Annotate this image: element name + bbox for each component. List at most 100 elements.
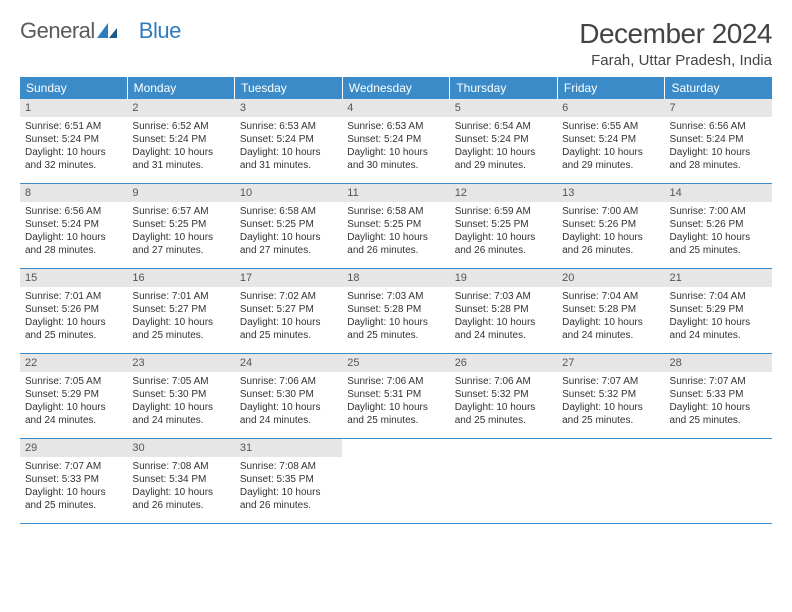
day-cell: 3Sunrise: 6:53 AMSunset: 5:24 PMDaylight… <box>235 99 342 183</box>
day-line-sr: Sunrise: 6:56 AM <box>25 205 122 218</box>
day-line-d1: Daylight: 10 hours <box>347 231 444 244</box>
day-line-d1: Daylight: 10 hours <box>347 401 444 414</box>
day-line-ss: Sunset: 5:24 PM <box>25 133 122 146</box>
weekday-header: Monday <box>128 77 236 99</box>
day-line-d1: Daylight: 10 hours <box>347 316 444 329</box>
day-cell: . <box>665 439 772 523</box>
day-number: 6 <box>557 99 664 117</box>
day-number: 14 <box>665 184 772 202</box>
day-number: 27 <box>557 354 664 372</box>
day-line-sr: Sunrise: 6:58 AM <box>347 205 444 218</box>
day-cell: 21Sunrise: 7:04 AMSunset: 5:29 PMDayligh… <box>665 269 772 353</box>
day-body: Sunrise: 7:07 AMSunset: 5:33 PMDaylight:… <box>20 457 127 516</box>
day-number: 21 <box>665 269 772 287</box>
day-number: 20 <box>557 269 664 287</box>
day-body: Sunrise: 6:59 AMSunset: 5:25 PMDaylight:… <box>450 202 557 261</box>
weekday-header-row: SundayMondayTuesdayWednesdayThursdayFrid… <box>20 77 772 99</box>
day-line-sr: Sunrise: 6:51 AM <box>25 120 122 133</box>
day-cell: 2Sunrise: 6:52 AMSunset: 5:24 PMDaylight… <box>127 99 234 183</box>
day-number: 31 <box>235 439 342 457</box>
day-line-ss: Sunset: 5:26 PM <box>670 218 767 231</box>
day-line-ss: Sunset: 5:32 PM <box>562 388 659 401</box>
day-cell: 22Sunrise: 7:05 AMSunset: 5:29 PMDayligh… <box>20 354 127 438</box>
day-line-sr: Sunrise: 7:08 AM <box>132 460 229 473</box>
day-body: Sunrise: 7:00 AMSunset: 5:26 PMDaylight:… <box>665 202 772 261</box>
day-number: 29 <box>20 439 127 457</box>
day-line-d2: and 27 minutes. <box>240 244 337 257</box>
day-number: 25 <box>342 354 449 372</box>
day-number: 3 <box>235 99 342 117</box>
day-line-d2: and 32 minutes. <box>25 159 122 172</box>
day-line-ss: Sunset: 5:24 PM <box>562 133 659 146</box>
day-line-d2: and 30 minutes. <box>347 159 444 172</box>
day-cell: 6Sunrise: 6:55 AMSunset: 5:24 PMDaylight… <box>557 99 664 183</box>
day-line-sr: Sunrise: 6:56 AM <box>670 120 767 133</box>
day-line-d1: Daylight: 10 hours <box>25 231 122 244</box>
day-line-d1: Daylight: 10 hours <box>562 316 659 329</box>
day-cell: 5Sunrise: 6:54 AMSunset: 5:24 PMDaylight… <box>450 99 557 183</box>
day-body: Sunrise: 6:51 AMSunset: 5:24 PMDaylight:… <box>20 117 127 176</box>
day-line-d2: and 31 minutes. <box>240 159 337 172</box>
day-line-sr: Sunrise: 6:58 AM <box>240 205 337 218</box>
day-line-ss: Sunset: 5:33 PM <box>670 388 767 401</box>
header: General Blue December 2024 Farah, Uttar … <box>20 18 772 69</box>
day-line-ss: Sunset: 5:28 PM <box>347 303 444 316</box>
day-line-d1: Daylight: 10 hours <box>670 146 767 159</box>
weekday-header: Tuesday <box>235 77 343 99</box>
day-number: 19 <box>450 269 557 287</box>
day-cell: 9Sunrise: 6:57 AMSunset: 5:25 PMDaylight… <box>127 184 234 268</box>
day-line-d1: Daylight: 10 hours <box>240 316 337 329</box>
day-line-sr: Sunrise: 6:52 AM <box>132 120 229 133</box>
day-line-d2: and 26 minutes. <box>240 499 337 512</box>
day-cell: 29Sunrise: 7:07 AMSunset: 5:33 PMDayligh… <box>20 439 127 523</box>
day-cell: . <box>450 439 557 523</box>
day-line-d2: and 28 minutes. <box>25 244 122 257</box>
day-number: 12 <box>450 184 557 202</box>
weekday-header: Wednesday <box>343 77 451 99</box>
day-body: Sunrise: 7:07 AMSunset: 5:32 PMDaylight:… <box>557 372 664 431</box>
day-line-sr: Sunrise: 7:02 AM <box>240 290 337 303</box>
day-line-sr: Sunrise: 7:05 AM <box>25 375 122 388</box>
day-line-d1: Daylight: 10 hours <box>25 401 122 414</box>
day-line-d2: and 25 minutes. <box>132 329 229 342</box>
day-number: 17 <box>235 269 342 287</box>
day-number: 4 <box>342 99 449 117</box>
day-cell: 31Sunrise: 7:08 AMSunset: 5:35 PMDayligh… <box>235 439 342 523</box>
day-line-ss: Sunset: 5:26 PM <box>25 303 122 316</box>
day-cell: . <box>342 439 449 523</box>
day-line-sr: Sunrise: 7:04 AM <box>670 290 767 303</box>
day-line-d1: Daylight: 10 hours <box>240 401 337 414</box>
day-line-ss: Sunset: 5:35 PM <box>240 473 337 486</box>
day-body: Sunrise: 7:07 AMSunset: 5:33 PMDaylight:… <box>665 372 772 431</box>
day-line-sr: Sunrise: 6:53 AM <box>240 120 337 133</box>
day-line-d1: Daylight: 10 hours <box>240 146 337 159</box>
day-number: 15 <box>20 269 127 287</box>
day-cell: 23Sunrise: 7:05 AMSunset: 5:30 PMDayligh… <box>127 354 234 438</box>
day-cell: 18Sunrise: 7:03 AMSunset: 5:28 PMDayligh… <box>342 269 449 353</box>
day-body: Sunrise: 6:58 AMSunset: 5:25 PMDaylight:… <box>342 202 449 261</box>
day-line-ss: Sunset: 5:24 PM <box>670 133 767 146</box>
day-line-d2: and 26 minutes. <box>455 244 552 257</box>
day-line-ss: Sunset: 5:27 PM <box>132 303 229 316</box>
day-body: Sunrise: 6:55 AMSunset: 5:24 PMDaylight:… <box>557 117 664 176</box>
day-line-sr: Sunrise: 7:04 AM <box>562 290 659 303</box>
day-line-ss: Sunset: 5:31 PM <box>347 388 444 401</box>
day-line-d1: Daylight: 10 hours <box>25 486 122 499</box>
day-line-d2: and 24 minutes. <box>240 414 337 427</box>
day-line-sr: Sunrise: 7:07 AM <box>562 375 659 388</box>
day-cell: 16Sunrise: 7:01 AMSunset: 5:27 PMDayligh… <box>127 269 234 353</box>
day-line-d2: and 25 minutes. <box>455 414 552 427</box>
day-line-sr: Sunrise: 7:06 AM <box>455 375 552 388</box>
weekday-header: Thursday <box>450 77 558 99</box>
day-line-d1: Daylight: 10 hours <box>562 401 659 414</box>
day-line-sr: Sunrise: 6:55 AM <box>562 120 659 133</box>
location-subtitle: Farah, Uttar Pradesh, India <box>579 52 772 69</box>
day-line-d2: and 24 minutes. <box>25 414 122 427</box>
day-number: 11 <box>342 184 449 202</box>
day-line-d2: and 29 minutes. <box>455 159 552 172</box>
day-line-ss: Sunset: 5:24 PM <box>132 133 229 146</box>
day-cell: 8Sunrise: 6:56 AMSunset: 5:24 PMDaylight… <box>20 184 127 268</box>
day-cell: 1Sunrise: 6:51 AMSunset: 5:24 PMDaylight… <box>20 99 127 183</box>
day-line-sr: Sunrise: 6:59 AM <box>455 205 552 218</box>
day-cell: 11Sunrise: 6:58 AMSunset: 5:25 PMDayligh… <box>342 184 449 268</box>
